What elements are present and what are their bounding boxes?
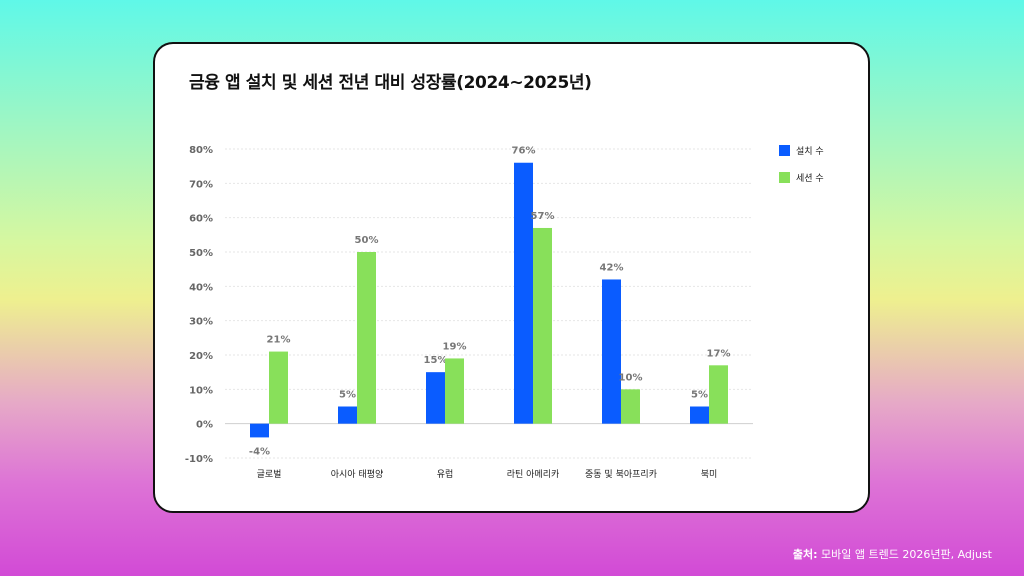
bar <box>621 389 640 424</box>
data-label: 5% <box>339 390 356 401</box>
data-label: 57% <box>531 211 555 222</box>
bar <box>690 406 709 424</box>
x-tick-label: 유럽 <box>437 469 454 480</box>
y-tick-label: 30% <box>189 317 213 328</box>
data-label: 17% <box>707 348 731 359</box>
legend-label: 설치 수 <box>796 145 824 157</box>
data-label: 76% <box>512 146 536 157</box>
data-label: 50% <box>355 235 379 246</box>
bar <box>426 372 445 424</box>
y-tick-label: 40% <box>189 282 213 293</box>
y-tick-label: 0% <box>196 420 213 431</box>
y-tick-label: 60% <box>189 214 213 225</box>
data-label: 19% <box>443 341 467 352</box>
x-tick-label: 중동 및 북아프리카 <box>585 468 657 480</box>
bar <box>602 279 621 424</box>
legend-swatch <box>779 172 790 183</box>
data-label: 21% <box>267 335 291 346</box>
y-tick-label: 10% <box>189 385 213 396</box>
y-tick-label: 50% <box>189 248 213 259</box>
y-tick-label: -10% <box>185 454 213 465</box>
legend-swatch <box>779 145 790 156</box>
bar <box>338 406 357 424</box>
bar <box>533 227 552 424</box>
chart-title: 금융 앱 설치 및 세션 전년 대비 성장률(2024~2025년) <box>189 73 592 93</box>
bar <box>709 365 728 424</box>
x-tick-label: 글로벌 <box>257 469 282 480</box>
bar <box>269 351 288 424</box>
x-tick-label: 아시아 태평양 <box>331 469 384 480</box>
data-label: 15% <box>424 355 448 366</box>
bar-chart: 80% 70% 60% 50% 40% 30% 20% 10% 0% -10% -4% 21% 글로벌 5… <box>185 145 824 480</box>
source-label: 출처: <box>792 548 818 561</box>
data-label: 10% <box>619 372 643 383</box>
x-tick-label: 북미 <box>701 469 718 480</box>
y-tick-label: 80% <box>189 145 213 156</box>
data-label: 5% <box>691 390 708 401</box>
bar <box>250 423 269 438</box>
legend-label: 세션 수 <box>796 173 824 184</box>
source-text: 모바일 앱 트렌드 2026년판, Adjust <box>821 548 992 561</box>
bar <box>514 162 533 424</box>
source-note: 출처: 모바일 앱 트렌드 2026년판, Adjust <box>793 546 992 562</box>
bar <box>445 358 464 424</box>
y-tick-label: 70% <box>189 179 213 190</box>
x-tick-label: 라틴 아메리카 <box>507 469 560 480</box>
data-label: -4% <box>249 446 270 457</box>
bar <box>357 252 376 424</box>
chart-card: 금융 앱 설치 및 세션 전년 대비 성장률(2024~2025년) 80% 70… <box>153 42 870 513</box>
y-tick-label: 20% <box>189 351 213 362</box>
data-label: 42% <box>600 262 624 273</box>
